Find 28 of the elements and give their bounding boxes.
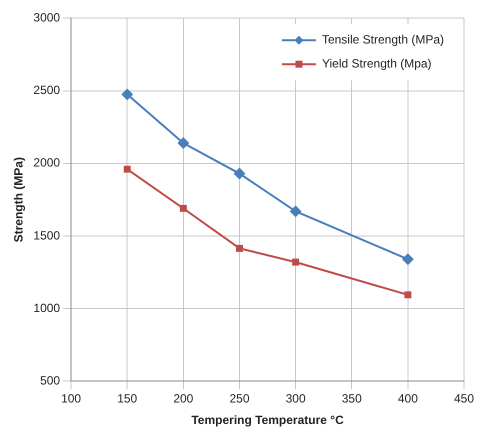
x-axis-title: Tempering Temperature °C — [191, 413, 344, 428]
y-tick-label: 3000 — [33, 10, 60, 25]
point — [236, 244, 243, 252]
x-tick-label: 200 — [173, 392, 194, 406]
point — [124, 166, 131, 173]
x-tick-label: 100 — [61, 392, 82, 406]
x-tick-label: 250 — [229, 392, 250, 406]
point — [122, 88, 133, 100]
x-tick-label: 300 — [286, 392, 306, 406]
point — [402, 254, 414, 265]
point — [178, 138, 189, 149]
point — [234, 168, 245, 180]
point — [180, 204, 187, 212]
y-tick-label: 1000 — [33, 300, 60, 315]
legend-label: Tensile Strength (MPa) — [322, 32, 444, 47]
x-tick-label: 450 — [454, 392, 474, 406]
y-tick-label: 1500 — [33, 228, 60, 242]
y-tick-label: 2000 — [33, 156, 60, 170]
legend-label: Yield Strength (Mpa) — [322, 56, 432, 71]
x-tick-label: 150 — [117, 392, 138, 406]
x-tick-label: 350 — [342, 392, 362, 406]
point — [404, 291, 412, 298]
x-tick-label: 400 — [398, 392, 418, 406]
point — [292, 258, 300, 266]
point — [290, 206, 302, 217]
y-tick-label: 500 — [40, 374, 60, 388]
y-axis-title: Strength (MPa) — [12, 157, 26, 242]
y-tick-label: 2500 — [33, 83, 60, 98]
